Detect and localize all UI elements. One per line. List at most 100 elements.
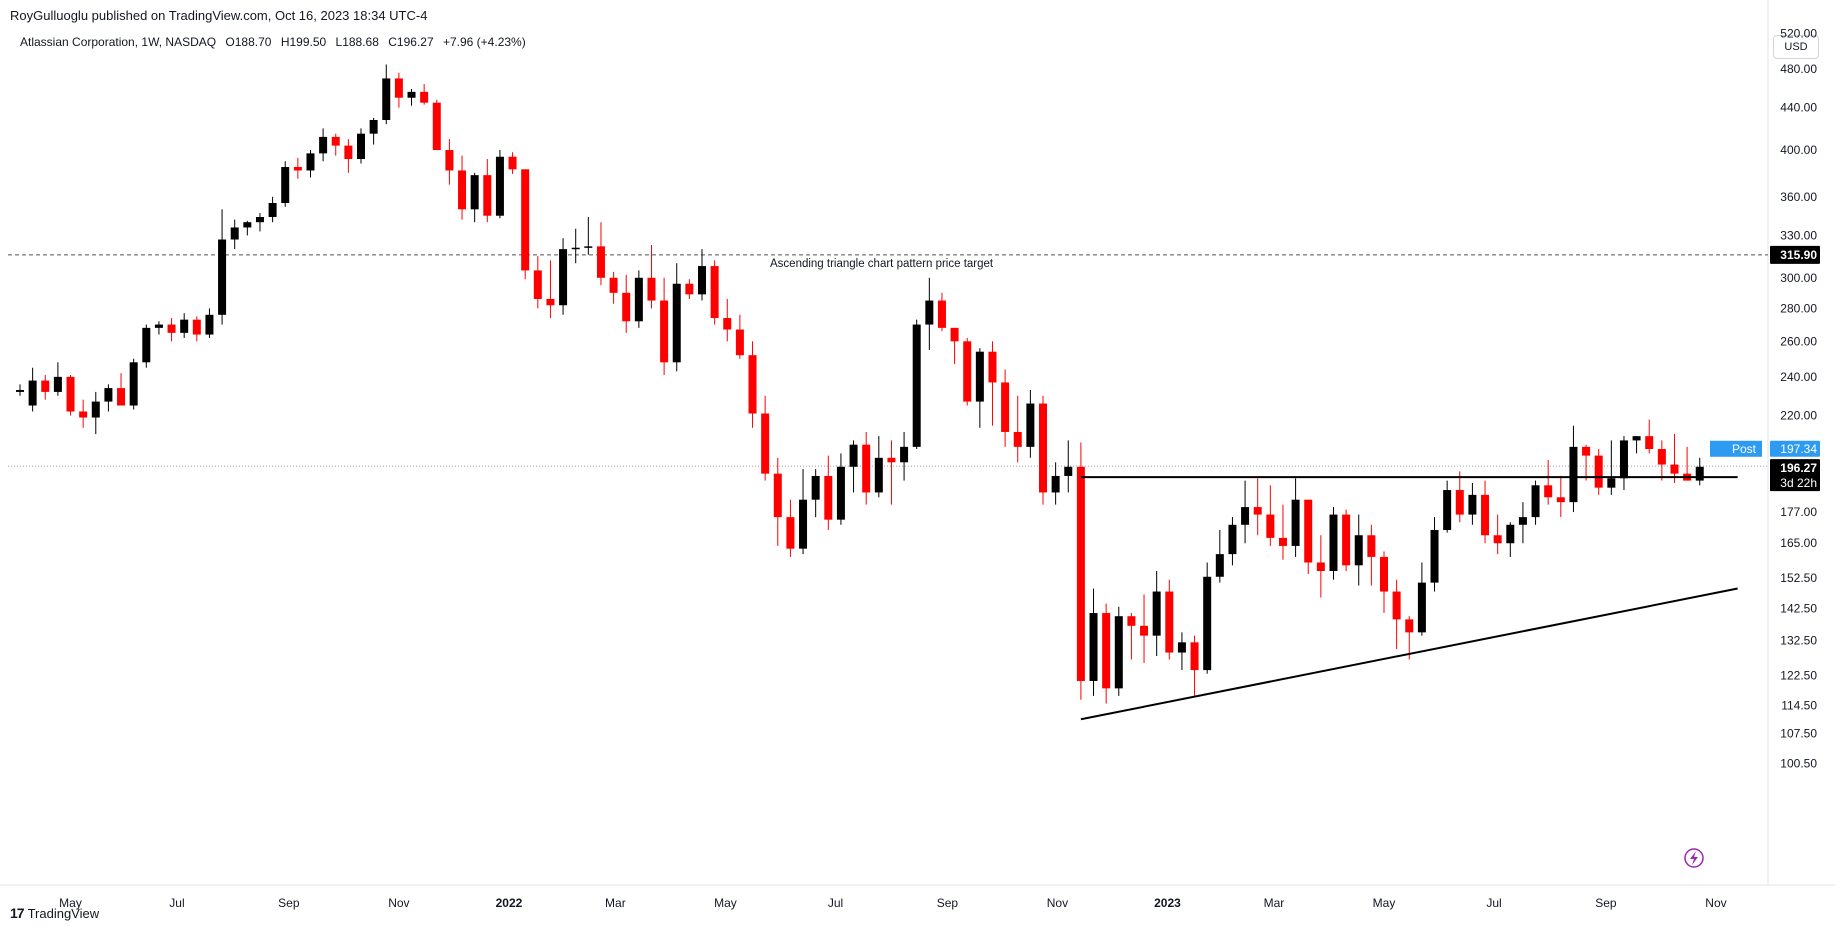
candle [205,308,214,338]
post-price-value: 197.34 [1780,442,1817,456]
candle [1013,395,1022,463]
candle [1455,471,1464,523]
x-tick-label: Nov [388,896,409,910]
candle [1177,632,1186,671]
candle [1607,440,1616,495]
candle [495,150,504,219]
candle [1215,529,1224,583]
candle [761,395,770,481]
candle [255,213,264,232]
candle [1569,425,1578,513]
annotation-text: Ascending triangle chart pattern price t… [770,258,994,270]
candle [824,455,833,530]
candle [1253,478,1262,536]
x-tick-label: May [1373,896,1396,910]
y-tick-label: 360.00 [1780,190,1817,204]
candle [1266,485,1275,546]
currency-button[interactable]: USD [1773,35,1819,59]
candle [357,128,365,164]
candle [91,391,100,435]
candle [243,220,252,236]
x-tick-label: Jul [1486,896,1501,910]
symbol-legend: Atlassian Corporation, 1W, NASDAQ O188.7… [20,35,532,49]
candle [1291,478,1300,557]
target-price-tag [1770,245,1820,264]
candle [546,260,555,319]
candle [66,375,75,416]
candle [1544,460,1553,505]
candle [1632,436,1641,454]
candle [1683,446,1692,481]
candle [1190,635,1199,696]
candle [874,436,883,498]
candle [1127,613,1136,660]
candle [1657,440,1666,481]
y-tick-label: 400.00 [1780,143,1817,157]
candle [218,209,227,325]
candle [1076,442,1085,700]
y-tick-label: 220.00 [1780,409,1817,423]
candle [53,362,62,396]
candle [129,358,138,410]
candle [1556,475,1565,518]
candle [104,384,113,412]
candle [281,161,290,207]
candle [735,314,744,359]
candle [559,238,568,315]
candle [849,440,858,493]
legend-low: L188.68 [335,35,379,49]
candle [180,313,189,338]
y-tick-label: 480.00 [1780,62,1817,76]
x-tick-label: Nov [1047,896,1068,910]
legend-open: O188.70 [225,35,272,49]
x-tick-label: Jul [169,896,184,910]
y-tick-label: 100.50 [1780,756,1817,770]
candle [79,399,88,428]
x-tick-label: 2022 [496,896,523,910]
candle [1316,535,1325,598]
candle [1430,517,1439,592]
candle [154,321,163,335]
legend-close: C196.27 [388,35,434,49]
candle [445,139,454,185]
post-tag [1710,440,1762,457]
candle [1064,440,1073,493]
candle [584,217,593,255]
candle [1670,434,1679,483]
candle [799,469,808,555]
candle [1329,507,1338,580]
candle [508,152,517,174]
x-tick-label: Nov [1705,896,1726,910]
candle [1152,571,1161,656]
last-price-value: 196.27 [1780,461,1817,475]
candle [432,99,441,151]
candle [1582,444,1591,481]
candle [571,228,580,264]
candle [937,292,946,332]
candle [887,440,896,505]
y-tick-label: 152.50 [1780,571,1817,585]
candle [647,244,656,309]
x-tick-label: 2023 [1154,896,1181,910]
candle [142,324,151,368]
candle [975,348,984,428]
x-tick-label: May [714,896,737,910]
countdown-value: 3d 22h [1780,476,1817,490]
candle [1443,480,1452,533]
candle [1645,419,1654,454]
candle [1304,499,1313,574]
candle [1228,517,1237,566]
candle [319,128,328,162]
candle [369,117,378,145]
y-tick-label: 122.50 [1780,669,1817,683]
candle [1417,562,1426,636]
y-tick-label: 300.00 [1780,271,1817,285]
candle [382,64,391,125]
candle [521,169,530,280]
ascending-support-trendline [1080,587,1738,721]
last-price-tag [1770,459,1820,492]
candle [811,469,820,518]
candle [660,277,669,376]
tradingview-footer[interactable]: 17 TradingView [10,905,99,921]
